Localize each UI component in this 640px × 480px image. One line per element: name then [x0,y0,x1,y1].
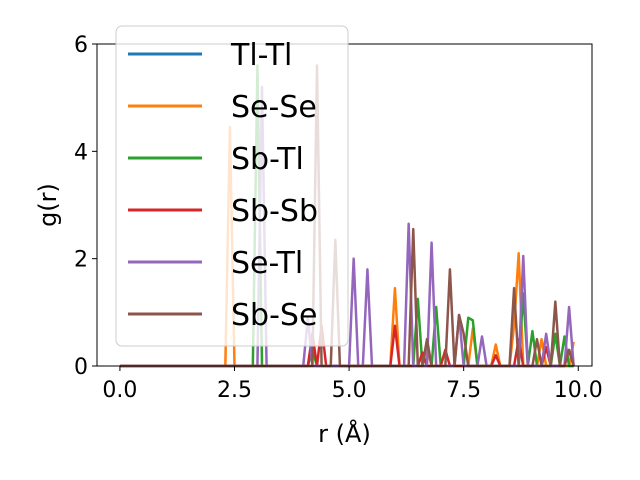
legend-label-sb-se: Sb-Se [231,298,317,333]
y-axis-label: g(r) [34,183,62,227]
legend: Tl-Tl Se-Se Sb-Tl Sb-Sb Se-Tl Sb-Se [115,25,349,347]
y-tick-label: 2 [74,248,88,273]
legend-label-se-se: Se-Se [231,90,317,125]
y-axis-ticks: 0 2 4 6 [74,33,97,380]
y-tick-label: 0 [74,355,88,380]
x-tick-label: 0.0 [102,378,137,403]
x-tick-label: 5.0 [332,378,367,403]
x-axis-label: r (Å) [318,419,371,448]
legend-label-sb-sb: Sb-Sb [231,194,318,229]
x-tick-label: 10.0 [554,378,603,403]
x-axis-ticks: 0.0 2.5 5.0 7.5 10.0 [102,366,603,403]
legend-label-tl-tl: Tl-Tl [230,38,292,73]
x-tick-label: 7.5 [446,378,481,403]
y-tick-label: 4 [74,140,88,165]
x-tick-label: 2.5 [217,378,252,403]
legend-label-se-tl: Se-Tl [231,246,303,281]
legend-label-sb-tl: Sb-Tl [231,142,304,177]
y-tick-label: 6 [74,33,88,58]
